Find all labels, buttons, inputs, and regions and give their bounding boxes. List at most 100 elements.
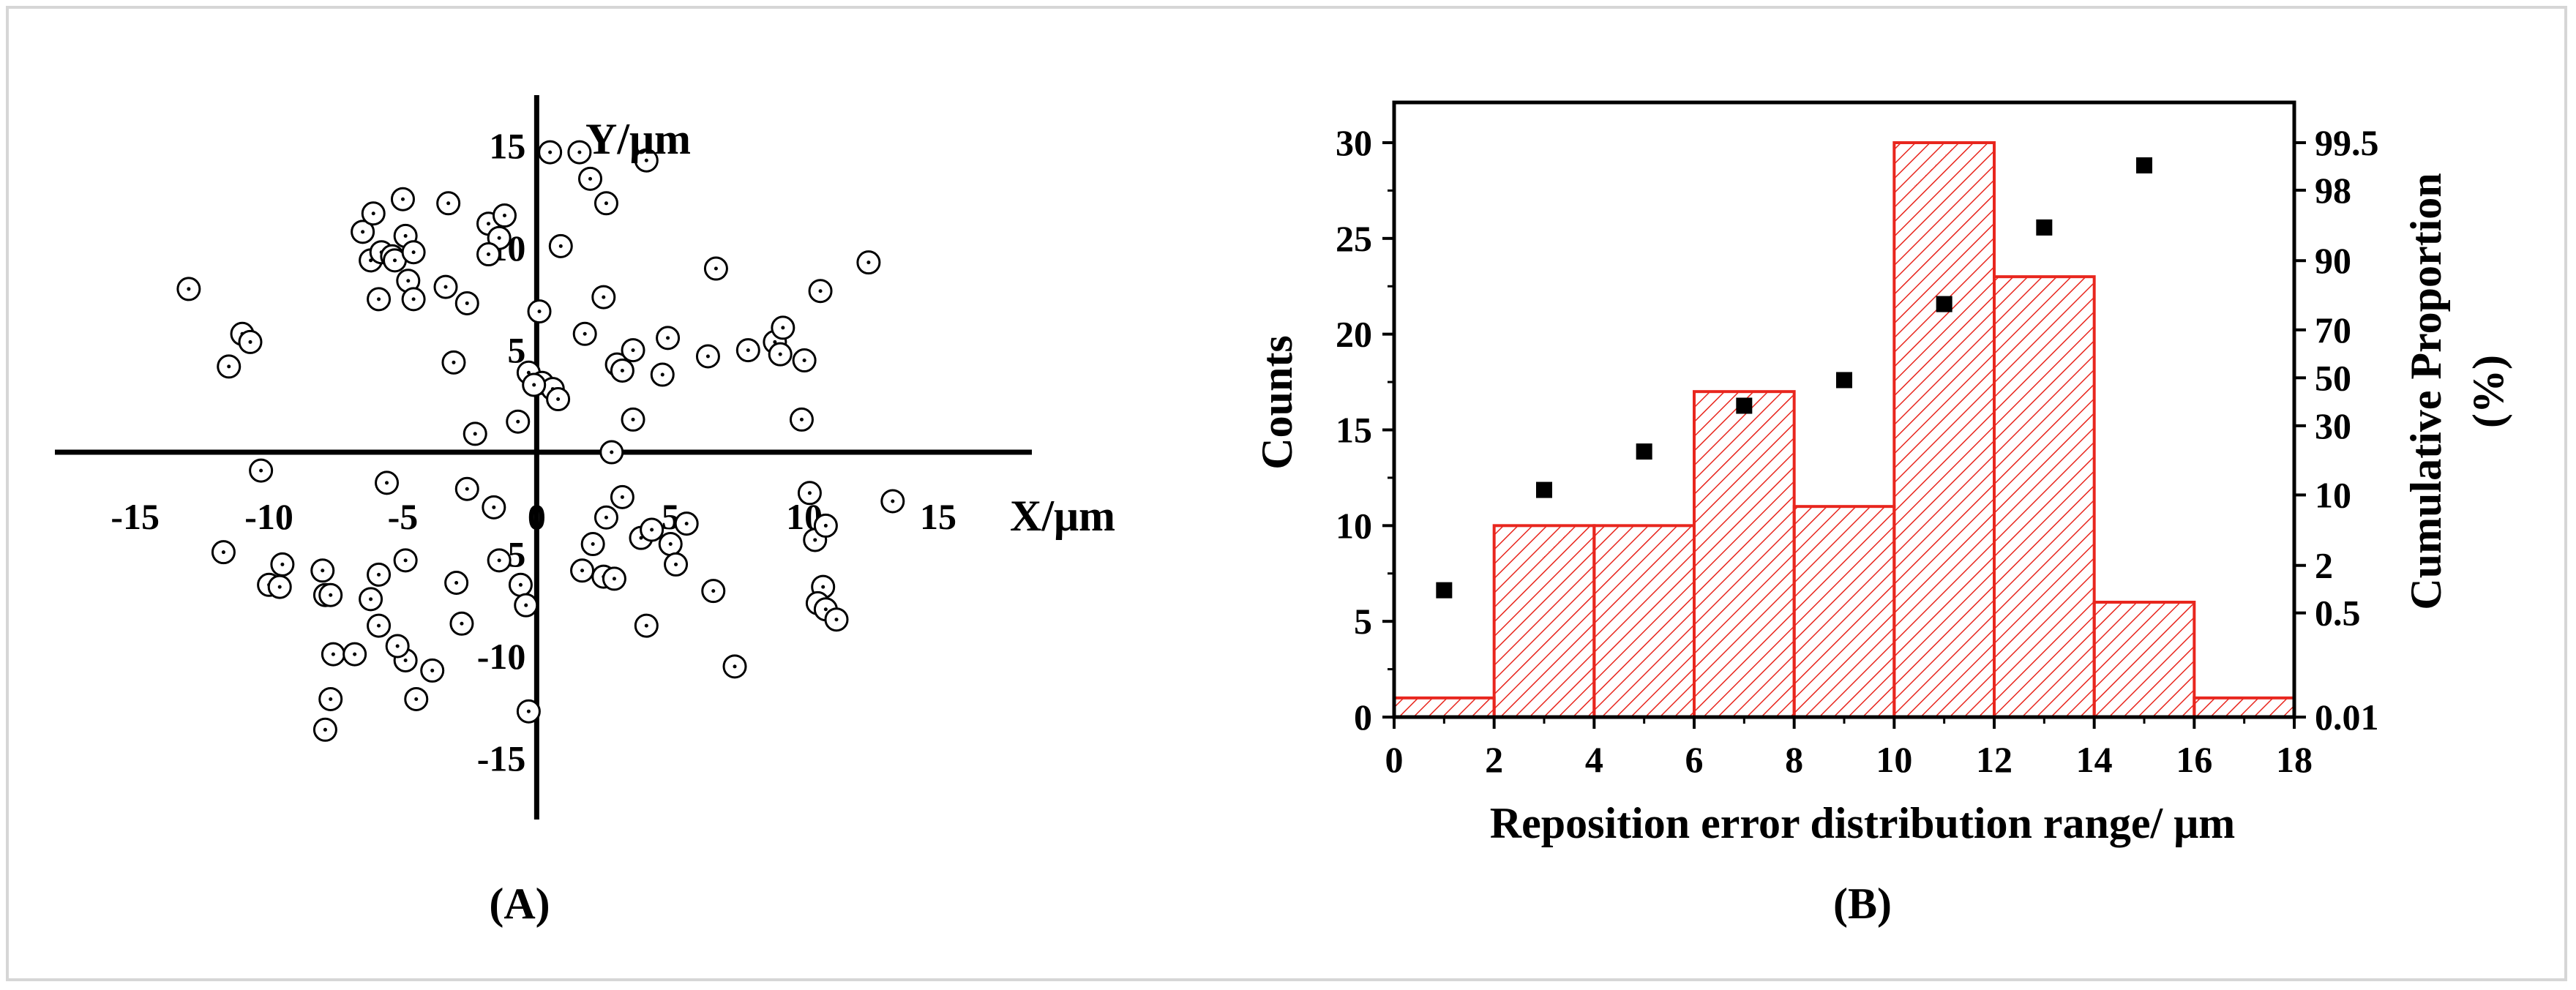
panel-label-b: (B) <box>1833 880 1892 928</box>
scatter-point <box>722 654 747 679</box>
scatter-point <box>664 552 689 577</box>
y-axis-label: Y/μm <box>585 115 691 163</box>
scatter-point <box>735 338 760 363</box>
y2-tick-label: 50 <box>2315 357 2351 398</box>
scatter-point <box>522 372 547 397</box>
scatter-point <box>401 287 426 312</box>
scatter-point <box>610 484 634 509</box>
cumulative-point <box>2136 157 2152 174</box>
y-tick-label: 30 <box>1336 122 1372 163</box>
cumulative-point <box>1836 372 1852 389</box>
y-tick-label: -15 <box>477 738 526 779</box>
y2-tick-label: 2 <box>2315 545 2333 586</box>
histogram-bar <box>2092 601 2196 719</box>
scatter-point <box>238 329 263 354</box>
panel-label-a: (A) <box>489 880 550 928</box>
scatter-point <box>508 572 533 597</box>
scatter-point <box>393 548 418 573</box>
scatter-point <box>444 571 469 596</box>
scatter-point <box>449 611 474 636</box>
y-ticks-left: 0 5 10 15 20 25 30 <box>1336 122 1394 738</box>
y-tick-label: 10 <box>1336 505 1372 546</box>
scatter-point <box>476 242 501 267</box>
scatter-point <box>367 613 392 638</box>
x-tick-label: 14 <box>2076 739 2113 780</box>
scatter-point <box>401 240 426 265</box>
scatter-point <box>792 348 817 373</box>
x-tick-label: 2 <box>1485 739 1503 780</box>
scatter-point <box>538 140 563 165</box>
scatter-point <box>650 362 675 387</box>
y-ticks-right: 0.01 0.5 2 10 30 50 70 90 98 99.5 <box>2294 122 2379 738</box>
x-tick-label: -10 <box>244 496 293 537</box>
scatter-point <box>594 505 618 530</box>
scatter-point <box>454 290 479 315</box>
y2-tick-label: 0.01 <box>2315 697 2379 738</box>
scatter-point <box>658 532 683 557</box>
scatter-point <box>634 613 659 638</box>
scatter-point <box>249 458 274 483</box>
scatter-point <box>433 274 458 299</box>
cumulative-points <box>1436 157 2152 599</box>
x-tick-label: 0 <box>528 496 546 537</box>
x-tick-label: -5 <box>388 496 419 537</box>
scatter-point <box>367 562 392 587</box>
y2-axis-label-line2: (%) <box>2464 355 2512 428</box>
scatter-point <box>492 203 517 228</box>
scatter-point <box>516 699 541 724</box>
y-tick-label: 5 <box>1354 601 1372 642</box>
scatter-point <box>404 686 429 711</box>
y2-tick-label: 70 <box>2315 310 2351 350</box>
scatter-point <box>656 326 681 350</box>
y-tick-label: -10 <box>477 636 526 677</box>
x-tick-label: 12 <box>1976 739 2012 780</box>
scatter-point <box>211 540 236 565</box>
x-axis-label: X/μm <box>1010 492 1115 540</box>
scatter-point <box>695 344 720 369</box>
scatter-point <box>572 321 597 346</box>
scatter-point <box>797 481 822 506</box>
y2-tick-label: 99.5 <box>2315 122 2379 163</box>
y2-tick-label: 30 <box>2315 405 2351 446</box>
histogram-bar <box>1892 141 1996 719</box>
scatter-point <box>602 566 626 591</box>
scatter-point <box>640 517 664 542</box>
y-tick-label: 20 <box>1336 314 1372 355</box>
histogram-bar <box>1393 696 1496 719</box>
scatter-point <box>441 350 466 375</box>
histogram-bar <box>1592 524 1696 719</box>
scatter-point <box>351 220 375 244</box>
x-tick-label: 6 <box>1685 739 1704 780</box>
scatter-point <box>310 558 335 583</box>
scatter-point <box>674 511 699 536</box>
histogram-bar <box>1993 275 2096 719</box>
histogram-b: 0 2 4 6 8 10 12 14 16 18 0 5 10 15 20 25 30 0.01 0.5 2 10 3… <box>1253 100 2512 928</box>
histogram-bar <box>2193 696 2296 719</box>
scatter-point <box>318 686 343 711</box>
scatter-point <box>768 342 793 367</box>
scatter-point <box>580 532 605 557</box>
histogram-bar <box>1792 505 1896 719</box>
y-axis-label: Counts <box>1253 335 1301 469</box>
scatter-point <box>312 717 337 742</box>
y-tick-label: 15 <box>489 126 525 167</box>
scatter-point <box>270 552 295 577</box>
x-tick-label: 8 <box>1785 739 1803 780</box>
scatter-point <box>621 407 645 432</box>
scatter-point <box>808 279 833 304</box>
scatter-point <box>176 277 201 301</box>
x-tick-label: 4 <box>1585 739 1603 780</box>
scatter-point <box>375 470 400 495</box>
scatter-point <box>634 148 659 173</box>
histogram-bars <box>1393 141 2296 719</box>
x-tick-label: 18 <box>2276 739 2313 780</box>
scatter-point <box>789 407 814 432</box>
histogram-bar <box>1492 524 1596 719</box>
x-tick-label: 0 <box>1385 739 1404 780</box>
scatter-point <box>463 421 487 446</box>
scatter-point <box>321 642 345 667</box>
scatter-point <box>546 387 571 412</box>
x-tick-label: 16 <box>2176 739 2212 780</box>
cumulative-point <box>1436 582 1453 599</box>
cumulative-point <box>2036 219 2053 236</box>
